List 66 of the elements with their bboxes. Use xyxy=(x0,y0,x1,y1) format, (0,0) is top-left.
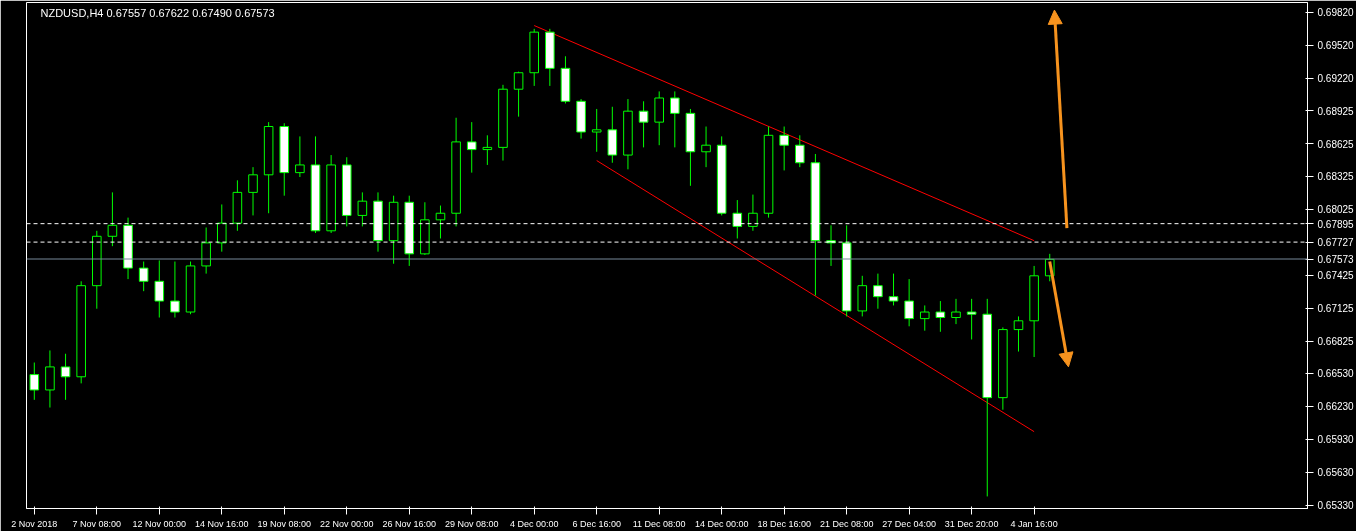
candlestick xyxy=(216,203,227,253)
candlestick xyxy=(779,126,789,171)
candlestick xyxy=(295,135,305,178)
x-tick-label: 2 Nov 2018 xyxy=(11,518,58,529)
candlestick xyxy=(935,300,946,333)
candlestick xyxy=(748,194,758,232)
candlestick xyxy=(794,134,805,168)
y-tick-label: 0.67425 xyxy=(1317,270,1355,282)
x-tick-label: 22 Nov 00:00 xyxy=(319,518,374,529)
candlestick xyxy=(888,273,899,306)
chart-title: NZDUSD,H4 0.67557 0.67622 0.67490 0.67573 xyxy=(40,6,275,19)
x-tick-label: 26 Nov 16:00 xyxy=(382,518,437,529)
y-tick-label: 0.69520 xyxy=(1317,40,1355,52)
candlestick xyxy=(919,304,930,332)
y-tick-label: 0.66530 xyxy=(1317,368,1355,380)
candlestick xyxy=(45,349,55,409)
x-tick-label: 14 Dec 00:00 xyxy=(694,518,749,529)
ref-line-label: 0.67727 xyxy=(1317,237,1355,249)
x-tick-label: 11 Dec 08:00 xyxy=(632,518,686,529)
candlestick xyxy=(1013,315,1024,353)
y-tick-label: 0.65930 xyxy=(1317,434,1355,446)
y-tick-label: 0.65630 xyxy=(1317,467,1355,479)
x-tick-label: 4 Dec 00:00 xyxy=(509,518,559,529)
x-tick-label: 21 Dec 08:00 xyxy=(819,518,874,529)
x-tick-label: 27 Dec 04:00 xyxy=(882,518,936,529)
candlestick xyxy=(466,121,477,174)
x-tick-label: 7 Nov 08:00 xyxy=(72,518,122,529)
y-tick-label: 0.66825 xyxy=(1317,336,1355,348)
x-tick-label: 12 Nov 00:00 xyxy=(132,518,187,529)
candlestick xyxy=(138,261,149,292)
candlestick xyxy=(201,227,211,275)
candlestick xyxy=(951,298,961,325)
y-tick-label: 0.69220 xyxy=(1317,73,1355,85)
candlestick xyxy=(638,100,649,148)
candlestick xyxy=(670,90,680,148)
y-tick-label: 0.67125 xyxy=(1317,303,1355,315)
y-tick-label: 0.66230 xyxy=(1317,401,1355,413)
x-tick-label: 6 Dec 16:00 xyxy=(572,518,621,529)
ref-line-label: 0.67895 xyxy=(1317,218,1355,230)
x-tick-label: 19 Nov 08:00 xyxy=(257,518,312,529)
candlestick xyxy=(591,108,602,153)
x-tick-label: 31 Dec 20:00 xyxy=(944,518,999,529)
y-tick-label: 0.65330 xyxy=(1317,500,1355,512)
x-tick-label: 14 Nov 16:00 xyxy=(195,518,249,529)
candlestick xyxy=(29,362,40,401)
x-tick-label: 29 Nov 08:00 xyxy=(444,518,499,529)
candlestick xyxy=(904,278,914,327)
candlestick xyxy=(248,166,258,216)
candlestick xyxy=(154,259,165,319)
y-tick-label: 0.68325 xyxy=(1317,171,1355,183)
y-tick-label: 0.69820 xyxy=(1317,7,1355,19)
candlestick xyxy=(482,134,493,166)
y-tick-label: 0.68625 xyxy=(1317,138,1355,150)
candlestick xyxy=(701,126,711,168)
candlestick xyxy=(170,261,180,319)
candlestick xyxy=(513,71,524,118)
candlestick xyxy=(873,273,883,310)
ref-line-label: 0.67573 xyxy=(1317,254,1355,266)
candlestick xyxy=(107,191,118,247)
y-tick-label: 0.68025 xyxy=(1317,204,1355,216)
candlestick xyxy=(966,298,977,340)
candlestick xyxy=(357,191,368,227)
x-tick-label: 18 Dec 16:00 xyxy=(757,518,811,529)
y-tick-label: 0.68925 xyxy=(1317,105,1355,117)
x-tick-label: 4 Jan 16:00 xyxy=(1010,518,1058,529)
candlestick xyxy=(60,353,71,401)
